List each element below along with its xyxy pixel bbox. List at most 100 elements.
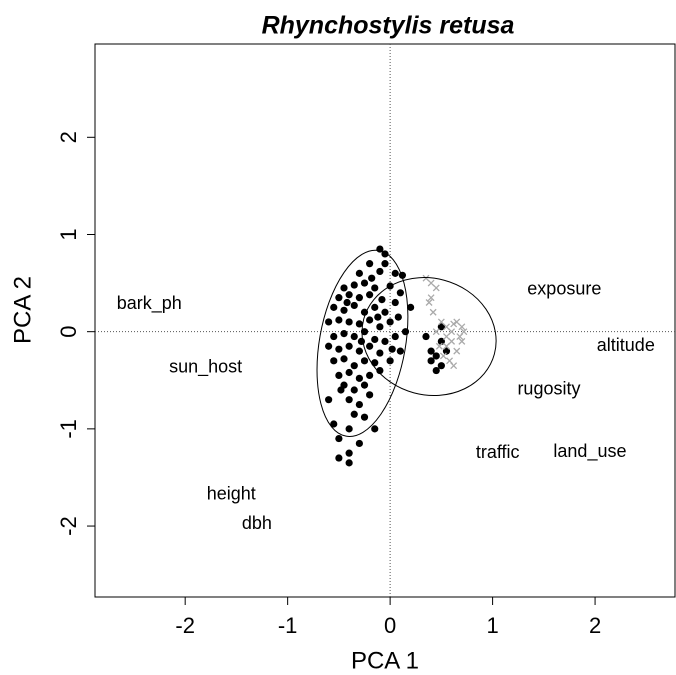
point xyxy=(350,301,358,310)
point xyxy=(343,298,351,307)
point xyxy=(345,368,353,377)
point xyxy=(456,333,464,340)
point xyxy=(360,357,369,365)
point xyxy=(427,294,435,302)
point xyxy=(396,347,404,355)
point xyxy=(458,337,466,345)
point xyxy=(371,359,379,367)
point xyxy=(350,386,358,394)
variable-label: traffic xyxy=(476,442,520,462)
point xyxy=(366,291,374,299)
point xyxy=(330,357,338,365)
point xyxy=(360,328,369,336)
variable-label: sun_host xyxy=(169,356,242,377)
point xyxy=(422,332,430,341)
point xyxy=(350,362,358,370)
point xyxy=(345,291,353,299)
point xyxy=(381,308,389,316)
point xyxy=(450,320,458,328)
point xyxy=(376,323,384,331)
point xyxy=(355,400,363,409)
point xyxy=(355,320,363,328)
point xyxy=(432,366,440,375)
point xyxy=(432,284,440,292)
point xyxy=(437,337,445,345)
x-tick-label: -1 xyxy=(278,613,298,638)
point xyxy=(394,313,402,321)
plot-frame xyxy=(94,43,676,598)
point xyxy=(366,316,374,324)
point xyxy=(335,371,343,380)
point xyxy=(396,289,404,297)
point xyxy=(330,303,338,311)
point xyxy=(381,260,389,268)
point xyxy=(432,328,440,336)
point xyxy=(374,313,382,321)
y-tick-label: 1 xyxy=(56,228,81,240)
point xyxy=(366,371,374,380)
point xyxy=(386,357,394,365)
variable-label: exposure xyxy=(527,279,601,299)
point xyxy=(371,425,379,433)
point xyxy=(453,347,461,355)
x-axis-title: PCA 1 xyxy=(351,647,419,674)
point xyxy=(429,308,437,316)
point xyxy=(345,396,353,404)
point xyxy=(458,323,466,331)
point xyxy=(437,323,445,331)
point xyxy=(335,434,343,443)
y-tick-label: -2 xyxy=(56,516,81,536)
point xyxy=(330,332,338,341)
point xyxy=(427,347,435,355)
y-tick-label: 0 xyxy=(56,326,81,338)
point xyxy=(386,318,394,326)
point xyxy=(378,296,386,304)
point xyxy=(345,342,353,350)
point xyxy=(340,306,348,314)
point xyxy=(368,274,376,282)
point xyxy=(388,345,396,353)
confidence-ellipse xyxy=(316,249,409,437)
point xyxy=(355,269,363,277)
point xyxy=(437,362,445,370)
point xyxy=(391,298,399,307)
point xyxy=(442,347,451,355)
point xyxy=(360,413,369,421)
point xyxy=(443,342,450,350)
point xyxy=(335,454,343,462)
point xyxy=(391,332,399,341)
point xyxy=(340,284,348,292)
point xyxy=(376,267,384,276)
point xyxy=(335,316,343,324)
variable-label: height xyxy=(207,484,256,504)
variable-label: rugosity xyxy=(517,379,580,399)
y-tick-label: -1 xyxy=(56,419,81,439)
chart-title: Rhynchostylis retusa xyxy=(262,12,515,40)
point xyxy=(340,355,348,363)
variable-label: altitude xyxy=(597,335,655,355)
x-tick-label: 2 xyxy=(589,613,601,638)
point xyxy=(330,420,338,428)
point xyxy=(371,303,379,311)
point xyxy=(345,449,353,457)
point xyxy=(340,330,348,338)
point xyxy=(355,294,363,302)
variable-label: bark_ph xyxy=(117,293,182,314)
point xyxy=(371,284,379,292)
confidence-ellipse xyxy=(361,277,497,397)
point xyxy=(350,281,358,289)
y-tick-label: 2 xyxy=(56,131,81,143)
point xyxy=(366,342,374,350)
point xyxy=(335,294,343,302)
point xyxy=(407,303,415,311)
point xyxy=(355,347,363,355)
point xyxy=(355,374,363,382)
point xyxy=(371,335,379,344)
point xyxy=(345,318,353,326)
point xyxy=(381,337,389,345)
point xyxy=(376,366,384,375)
point xyxy=(325,318,333,326)
point xyxy=(443,333,450,340)
point xyxy=(335,345,343,353)
point xyxy=(376,349,384,357)
